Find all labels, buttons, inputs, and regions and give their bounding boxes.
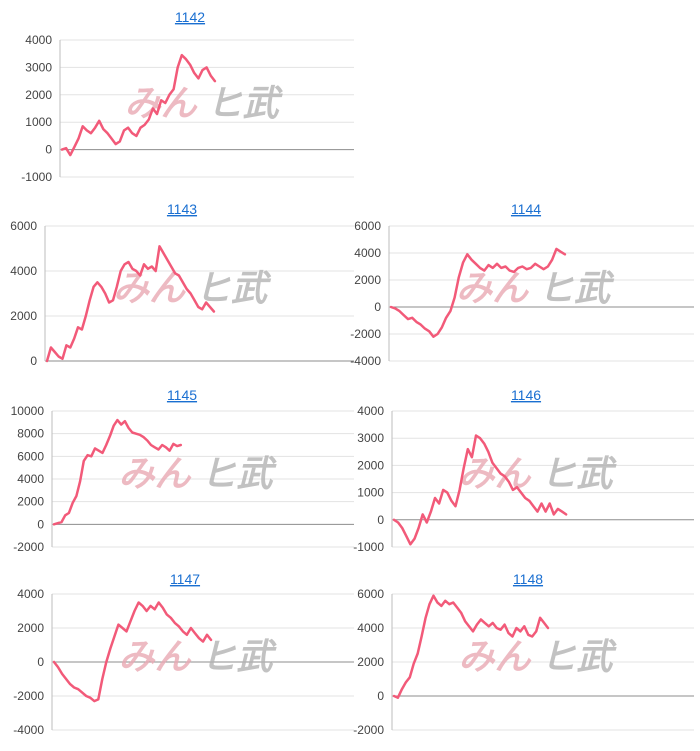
- y-tick-label: -4000: [13, 723, 44, 737]
- y-tick-label: 3000: [357, 431, 384, 445]
- watermark-logo: みん: [458, 454, 531, 495]
- y-tick-label: 3000: [25, 60, 52, 74]
- y-tick-label: -2000: [350, 327, 381, 341]
- y-tick-label: 2000: [357, 458, 384, 472]
- y-tick-label: 6000: [354, 219, 381, 233]
- watermark-logo: ヒ武: [207, 83, 284, 124]
- chart-title-link[interactable]: 1143: [167, 201, 197, 217]
- y-tick-label: 0: [37, 517, 44, 531]
- y-tick-label: 1000: [25, 115, 52, 129]
- watermark-logo: ヒ武: [540, 454, 617, 495]
- series-line: [60, 53, 217, 157]
- chart-panel-1145: 10000 8000 6000 4000 2000 0 -2000 1145 みん ヒ武: [11, 387, 354, 554]
- y-tick-label: 0: [45, 143, 52, 157]
- y-tick-label: 2000: [17, 495, 44, 509]
- watermark-logo: みん: [458, 637, 531, 678]
- y-tick-label: -1000: [21, 170, 52, 184]
- y-tick-label: 4000: [17, 472, 44, 486]
- watermark-logo: みん: [113, 268, 186, 309]
- y-tick-label: 2000: [354, 273, 381, 287]
- y-tick-label: 4000: [25, 33, 52, 47]
- watermark-logo: ヒ武: [195, 268, 272, 309]
- y-tick-label: -2000: [13, 540, 44, 554]
- watermark-logo: ヒ武: [540, 637, 617, 678]
- y-tick-label: 0: [374, 300, 381, 314]
- y-tick-label: 1000: [357, 486, 384, 500]
- chart-title-link[interactable]: 1142: [175, 9, 205, 25]
- watermark-logo: ヒ武: [200, 454, 277, 495]
- y-tick-label: -2000: [13, 689, 44, 703]
- series-line: [52, 601, 213, 703]
- y-tick-label: 4000: [17, 587, 44, 601]
- y-tick-label: 2000: [17, 621, 44, 635]
- series-line: [45, 245, 216, 363]
- chart-title-link[interactable]: 1146: [511, 387, 541, 403]
- watermark-logo: ヒ武: [200, 637, 277, 678]
- chart-panel-1143: 6000 4000 2000 0 1143 みん ヒ武: [10, 201, 354, 368]
- y-tick-label: 8000: [17, 427, 44, 441]
- chart-title-link[interactable]: 1145: [167, 387, 197, 403]
- y-tick-label: 6000: [10, 219, 37, 233]
- chart-title-link[interactable]: 1144: [511, 201, 541, 217]
- y-tick-label: 4000: [10, 264, 37, 278]
- y-tick-label: 4000: [357, 621, 384, 635]
- y-tick-label: 2000: [357, 655, 384, 669]
- y-tick-label: 0: [377, 513, 384, 527]
- series-line: [392, 594, 550, 699]
- y-tick-label: 6000: [357, 587, 384, 601]
- watermark-logo: ヒ武: [538, 268, 615, 309]
- y-tick-label: 0: [30, 354, 37, 368]
- chart-panel-1148: 6000 4000 2000 0 -2000 1148 みん ヒ武: [353, 571, 694, 737]
- y-tick-label: 0: [377, 689, 384, 703]
- series-line: [389, 247, 567, 338]
- watermark-logo: みん: [456, 268, 529, 309]
- watermark-logo: みん: [118, 454, 191, 495]
- chart-title-link[interactable]: 1148: [513, 571, 543, 587]
- chart-panel-1147: 4000 2000 0 -2000 -4000 1147 みん ヒ武: [13, 571, 354, 737]
- chart-title-link[interactable]: 1147: [170, 571, 200, 587]
- y-tick-label: -2000: [353, 723, 384, 737]
- y-tick-label: 4000: [354, 246, 381, 260]
- chart-panel-1144: 6000 4000 2000 0 -2000 -4000 1144 みん ヒ武: [350, 201, 694, 368]
- watermark-logo: みん: [118, 637, 191, 678]
- y-tick-label: 6000: [17, 449, 44, 463]
- series-line: [392, 434, 568, 546]
- series-line: [52, 418, 183, 526]
- y-tick-label: -4000: [350, 354, 381, 368]
- y-tick-label: -1000: [353, 540, 384, 554]
- y-tick-label: 2000: [25, 88, 52, 102]
- y-tick-label: 2000: [10, 309, 37, 323]
- chart-panel-1146: 4000 3000 2000 1000 0 -1000 1146 みん ヒ武: [353, 387, 694, 554]
- y-tick-label: 0: [37, 655, 44, 669]
- y-tick-label: 10000: [11, 404, 45, 418]
- y-tick-label: 4000: [357, 404, 384, 418]
